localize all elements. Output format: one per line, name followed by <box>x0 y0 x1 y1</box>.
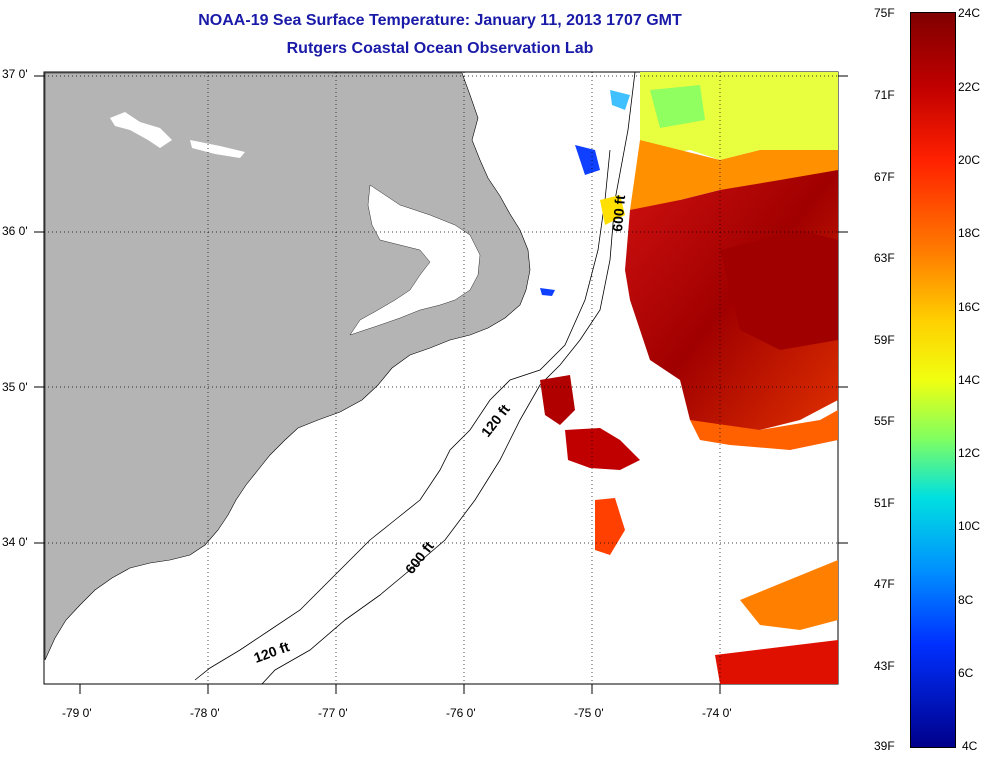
colorbar-f-label: 67F <box>874 170 895 184</box>
lon-label-74: -74 0' <box>702 706 732 720</box>
colorbar-c-label: 22C <box>958 80 981 94</box>
colorbar-f-label: 63F <box>874 251 895 265</box>
lat-label-34: 34 0' <box>2 535 28 549</box>
colorbar-c-label: 14C <box>958 373 981 387</box>
map-subtitle: Rutgers Coastal Ocean Observation Lab <box>286 40 594 57</box>
colorbar-c-label: 20C <box>958 153 981 167</box>
inlet-river <box>190 140 245 158</box>
colorbar-c-label: 6C <box>958 666 974 680</box>
colorbar-c-label: 24C <box>958 6 981 20</box>
lon-label-77: -77 0' <box>318 706 348 720</box>
colorbar <box>910 12 956 748</box>
colorbar-f-label: 75F <box>874 6 895 20</box>
colorbar-f-label: 47F <box>874 577 895 591</box>
colorbar-c-label: 12C <box>958 446 981 460</box>
pamlico-sound <box>349 184 481 336</box>
sst-field <box>540 72 838 684</box>
colorbar-f-label: 39F <box>874 739 895 753</box>
map-title: NOAA-19 Sea Surface Temperature: January… <box>198 12 682 29</box>
graticule <box>44 72 838 684</box>
lon-label-76: -76 0' <box>446 706 476 720</box>
lat-label-37: 37 0' <box>2 67 28 81</box>
colorbar-f-label: 59F <box>874 333 895 347</box>
lon-label-75: -75 0' <box>574 706 604 720</box>
colorbar-c-label: 16C <box>958 300 981 314</box>
colorbar-f-label: 71F <box>874 88 895 102</box>
colorbar-c-label: 10C <box>958 519 981 533</box>
contour-label-600ft-north: 600 ft <box>609 194 628 232</box>
colorbar-c-label: 8C <box>958 593 974 607</box>
lake-mattamuskeet <box>445 248 465 262</box>
colorbar-f-label: 51F <box>874 496 895 510</box>
colorbar-c-label: 4C <box>962 739 978 753</box>
lon-label-78: -78 0' <box>190 706 220 720</box>
albemarle-sound <box>110 112 172 148</box>
contour-120ft <box>194 149 611 681</box>
tick-marks <box>34 75 848 694</box>
colorbar-c-label: 18C <box>958 226 981 240</box>
colorbar-f-label: 55F <box>874 414 895 428</box>
contour-600ft <box>261 71 636 685</box>
colorbar-f-label: 43F <box>874 659 895 673</box>
lat-label-35: 35 0' <box>2 380 28 394</box>
lon-label-79: -79 0' <box>62 706 92 720</box>
lat-label-36: 36 0' <box>2 224 28 238</box>
